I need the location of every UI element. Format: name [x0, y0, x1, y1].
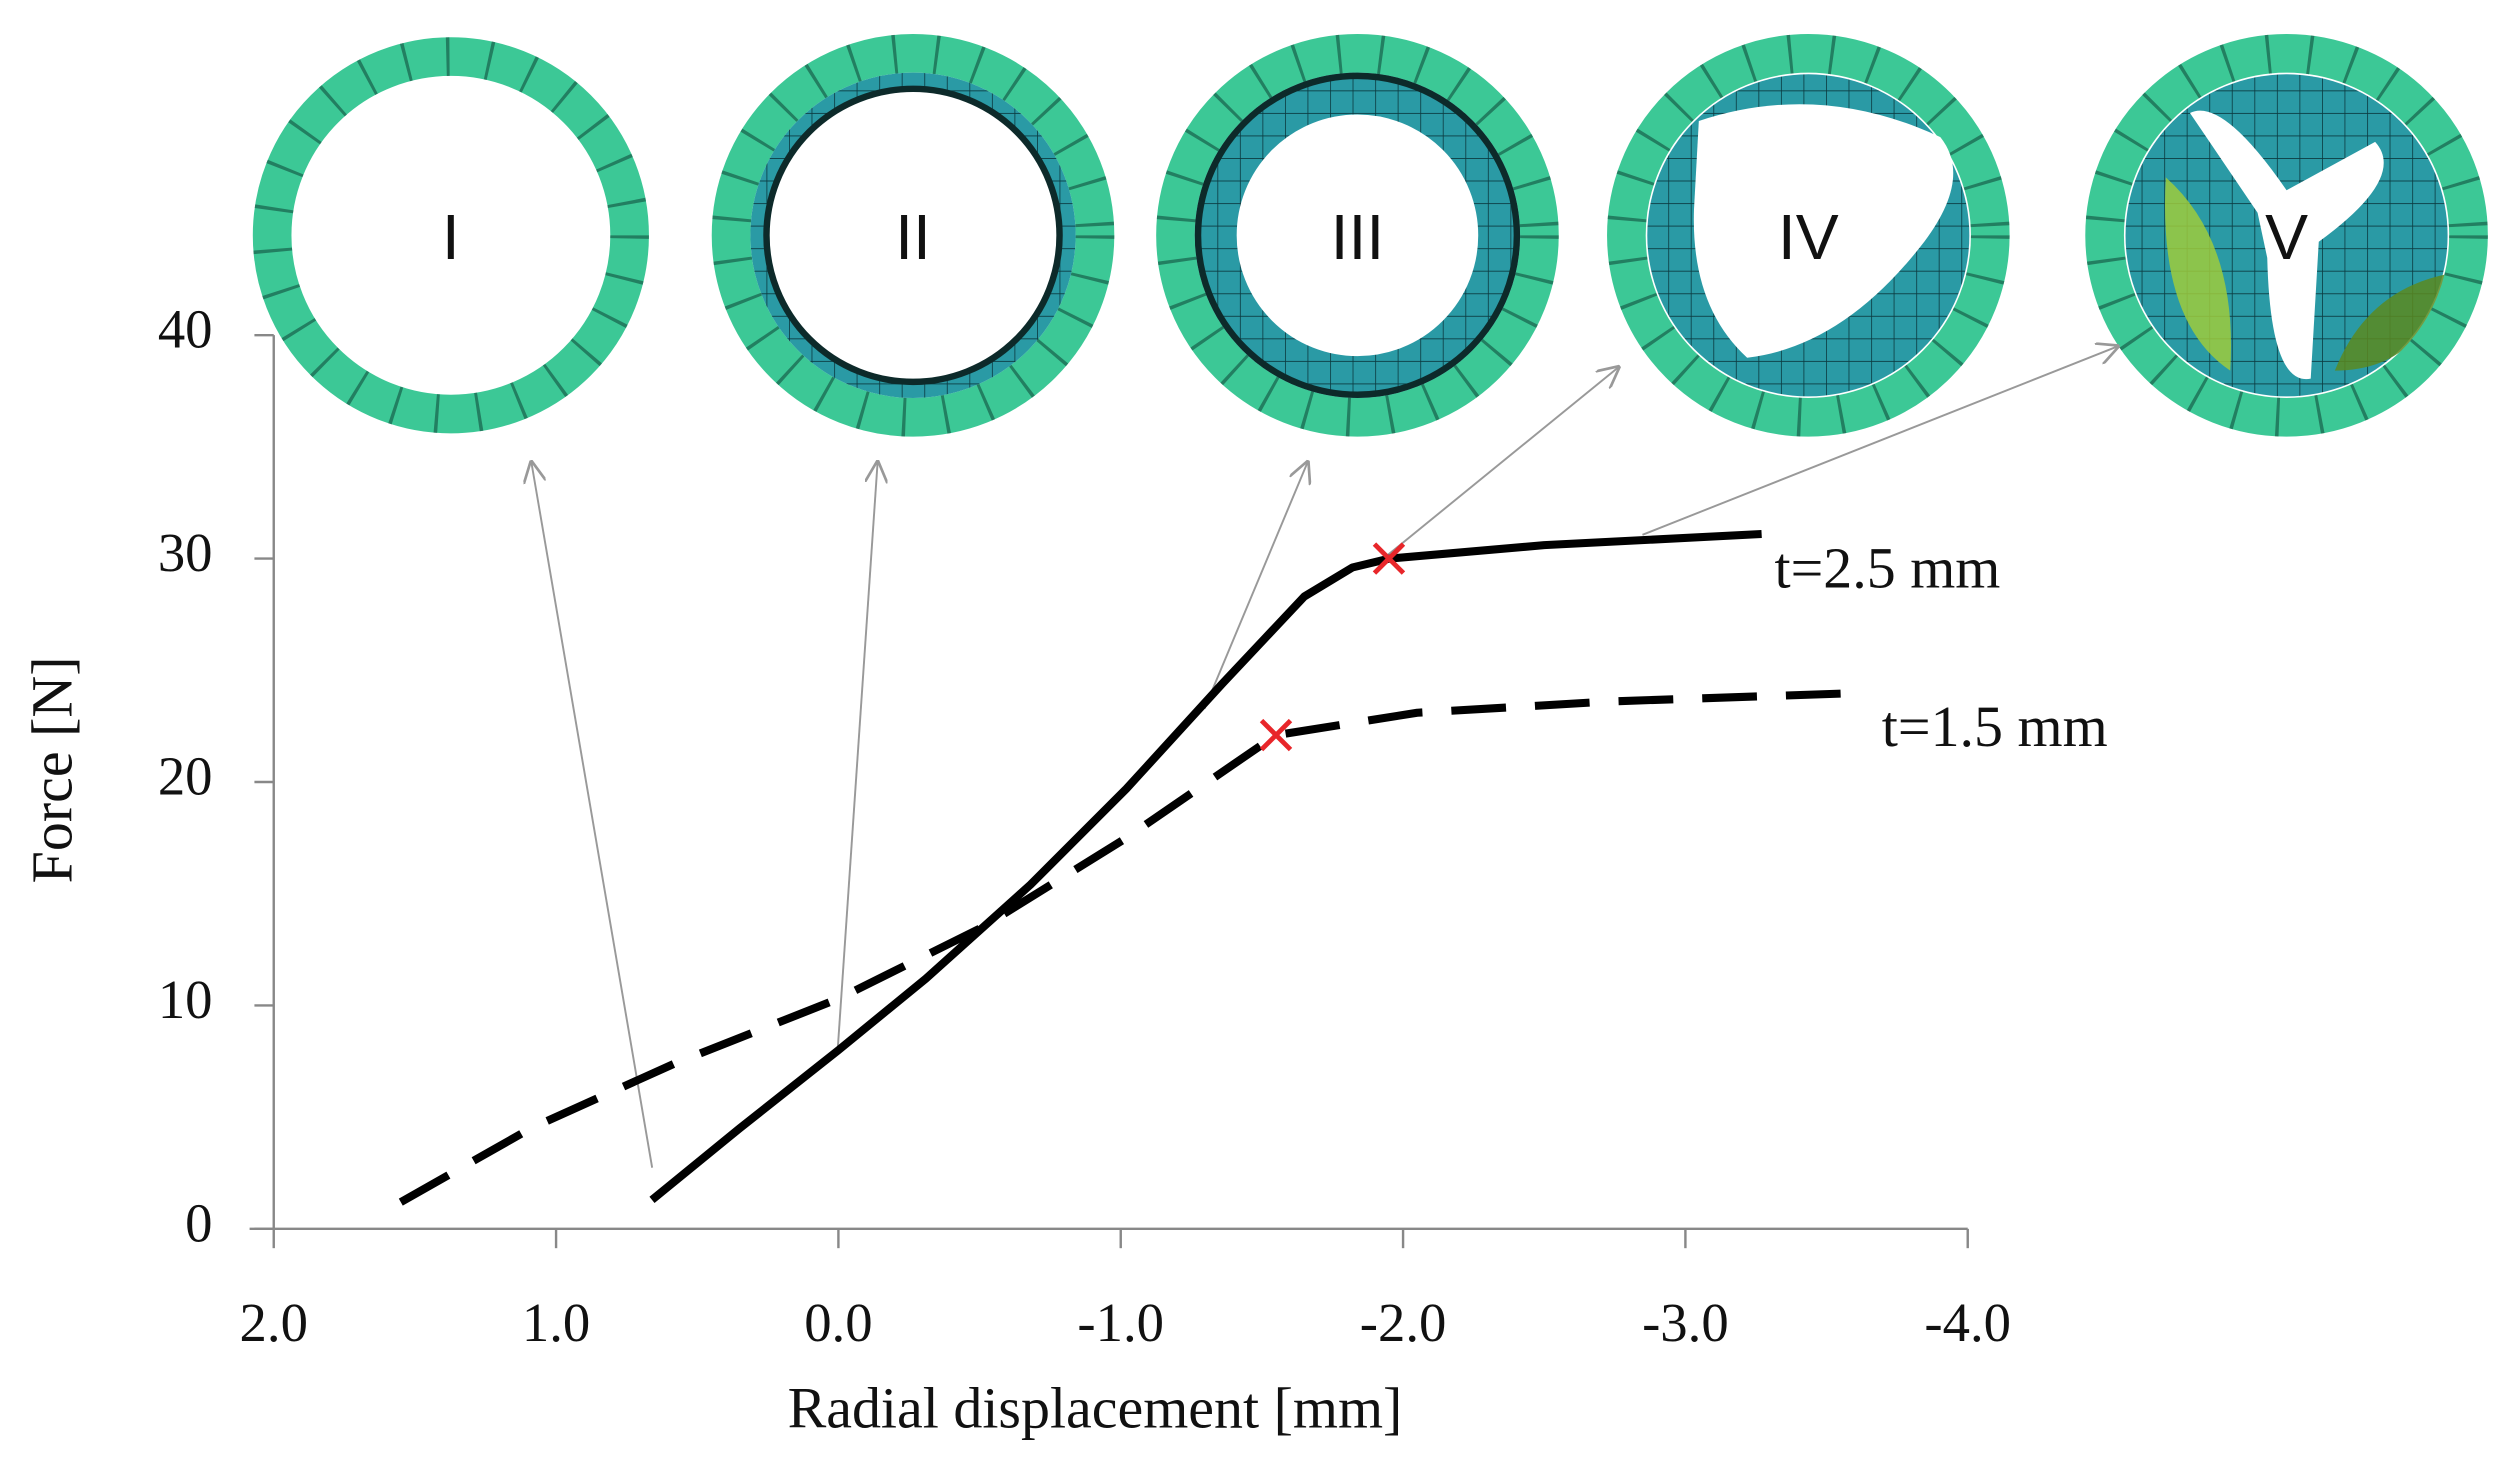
series-label: t=2.5 mm: [1775, 536, 2001, 601]
arrow: [1642, 346, 2117, 536]
y-tick-label: 0: [185, 1192, 212, 1253]
inset-label: II: [895, 201, 931, 273]
arrow: [531, 462, 654, 1168]
failure-marker: [1372, 542, 1406, 575]
series-line: [649, 530, 1762, 1203]
x-axis-title: Radial displacement [mm]: [788, 1375, 1403, 1440]
inset-label: I: [442, 201, 460, 273]
inset-label: IV: [1778, 201, 1839, 273]
series-label: t=1.5 mm: [1882, 694, 2108, 759]
x-tick-label: 0.0: [804, 1292, 872, 1353]
inset-ring: [252, 37, 649, 434]
y-axis-title: Force [N]: [19, 656, 84, 883]
arrow: [1384, 367, 1618, 559]
y-tick-label: 20: [158, 746, 213, 807]
inset-ring: [711, 34, 1115, 437]
series-line: [398, 688, 1870, 1206]
x-tick-label: -3.0: [1642, 1292, 1729, 1353]
arrows: [531, 346, 2117, 1168]
x-tick-label: 1.0: [522, 1292, 590, 1353]
x-tick-label: -4.0: [1924, 1292, 2011, 1353]
x-tick-label: -2.0: [1360, 1292, 1447, 1353]
inset-ring: [1156, 34, 1559, 437]
inset-ring: [1607, 34, 2010, 437]
y-tick-label: 10: [158, 969, 213, 1030]
arrow: [836, 462, 877, 1056]
insets: [252, 34, 2488, 437]
failure-marker: [1259, 718, 1293, 752]
y-tick-label: 30: [158, 522, 213, 583]
arrow: [1203, 462, 1307, 710]
y-tick-label: 40: [158, 299, 213, 360]
inset-label: V: [2265, 201, 2308, 273]
inset-label: III: [1331, 201, 1385, 273]
x-tick-label: 2.0: [240, 1292, 308, 1353]
x-tick-label: -1.0: [1077, 1292, 1164, 1353]
inset-ring: [2085, 34, 2488, 437]
